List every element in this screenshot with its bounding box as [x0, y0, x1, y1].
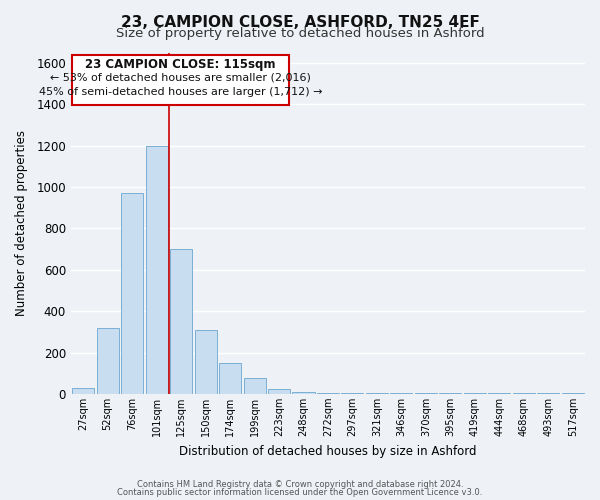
Text: Size of property relative to detached houses in Ashford: Size of property relative to detached ho… [116, 28, 484, 40]
Bar [219, 363, 241, 394]
Text: 23, CAMPION CLOSE, ASHFORD, TN25 4EF: 23, CAMPION CLOSE, ASHFORD, TN25 4EF [121, 15, 479, 30]
FancyBboxPatch shape [72, 55, 289, 106]
Bar [121, 193, 143, 394]
Bar [97, 328, 119, 394]
Text: 45% of semi-detached houses are larger (1,712) →: 45% of semi-detached houses are larger (… [39, 87, 322, 97]
Bar [170, 249, 192, 394]
Text: Contains HM Land Registry data © Crown copyright and database right 2024.: Contains HM Land Registry data © Crown c… [137, 480, 463, 489]
Text: ← 53% of detached houses are smaller (2,016): ← 53% of detached houses are smaller (2,… [50, 72, 311, 83]
Text: Contains public sector information licensed under the Open Government Licence v3: Contains public sector information licen… [118, 488, 482, 497]
Bar [146, 146, 167, 394]
Y-axis label: Number of detached properties: Number of detached properties [15, 130, 28, 316]
Bar [317, 393, 339, 394]
Bar [72, 388, 94, 394]
Bar [268, 388, 290, 394]
Bar [194, 330, 217, 394]
Bar [562, 393, 584, 394]
Bar [292, 392, 314, 394]
Bar [244, 378, 266, 394]
X-axis label: Distribution of detached houses by size in Ashford: Distribution of detached houses by size … [179, 444, 477, 458]
Text: 23 CAMPION CLOSE: 115sqm: 23 CAMPION CLOSE: 115sqm [85, 58, 276, 71]
